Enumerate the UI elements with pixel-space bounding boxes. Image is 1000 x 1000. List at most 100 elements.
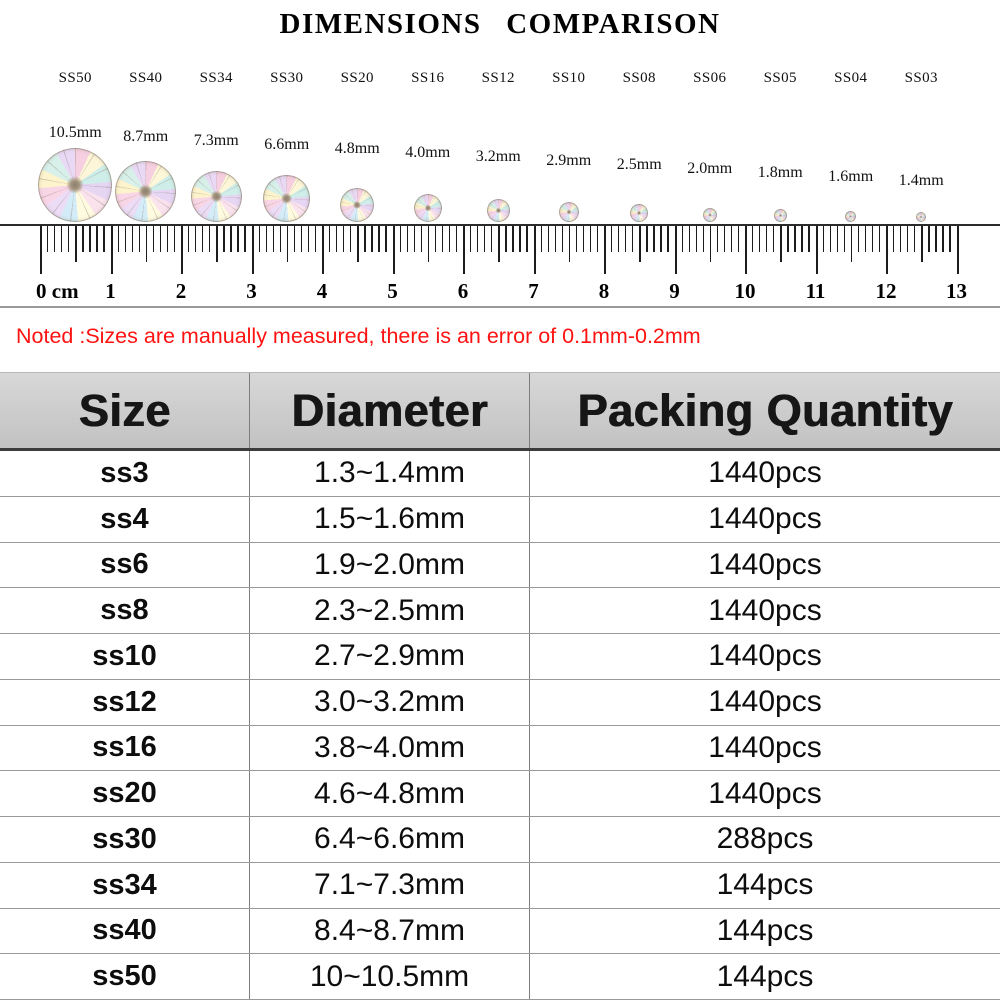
- ruler-tick: [385, 226, 387, 252]
- ruler-tick: [737, 226, 740, 252]
- rhinestone-ss20-icon: [340, 188, 375, 222]
- ruler-tick: [399, 226, 401, 252]
- ruler-tick: [75, 226, 77, 262]
- table-row: ss40 8.4~8.7mm 144pcs: [0, 908, 1000, 955]
- ruler-tick: [921, 226, 923, 262]
- ruler-tick: [441, 226, 444, 252]
- rhinestone-ss10-icon: [558, 201, 579, 222]
- ruler-tick: [470, 226, 472, 252]
- diameter-mm-label: 6.6mm: [264, 136, 310, 153]
- page-title: DIMENSIONS COMPARISON: [279, 8, 721, 40]
- ruler-tick: [463, 226, 465, 274]
- ruler-tick: [230, 226, 232, 252]
- ruler-tick: [582, 226, 585, 252]
- table-cell: 144pcs: [716, 959, 814, 993]
- table-row: ss16 3.8~4.0mm 1440pcs: [0, 725, 1000, 772]
- ruler-number: 9: [669, 279, 680, 303]
- rhinestone-ss05-icon: [773, 209, 787, 222]
- table-row: ss6 1.9~2.0mm 1440pcs: [0, 542, 1000, 589]
- table-cell: ss12: [0, 679, 250, 725]
- diameter-mm-label: 3.2mm: [475, 148, 521, 165]
- diameter-mm-label: 1.4mm: [898, 172, 944, 189]
- ruler-tick: [138, 226, 140, 252]
- size-code-label: SS10: [552, 70, 586, 86]
- ruler-tick: [836, 226, 838, 252]
- rhinestone-ss34-icon: [190, 170, 242, 222]
- ruler-number: 2: [175, 279, 187, 303]
- ruler-tick: [343, 226, 345, 252]
- ruler-number: 3: [246, 279, 257, 303]
- rhinestone-ss06-icon: [702, 207, 717, 222]
- ruler-tick: [505, 226, 507, 252]
- size-code-label: SS03: [904, 70, 938, 86]
- ruler-tick: [512, 226, 514, 252]
- ruler-tick: [117, 226, 119, 252]
- table-cell: ss6: [0, 542, 250, 588]
- ruler-tick: [103, 226, 105, 252]
- ruler-tick: [554, 226, 556, 252]
- ruler-tick: [322, 226, 324, 274]
- ruler-tick: [949, 226, 951, 252]
- column-header-diameter: Diameter: [250, 373, 530, 448]
- ruler-tick: [307, 226, 310, 252]
- ruler-tick: [702, 226, 704, 252]
- ruler-number: 10: [734, 279, 756, 303]
- rhinestone-ss08-icon: [630, 204, 649, 222]
- size-code-label: SS06: [693, 70, 727, 86]
- size-code-label: SS08: [622, 70, 656, 86]
- ruler-tick: [688, 226, 690, 252]
- ruler-tick: [491, 226, 493, 252]
- ruler-tick: [878, 226, 881, 252]
- ruler-tick: [787, 226, 789, 252]
- ruler-tick: [674, 226, 677, 274]
- column-header-packing-quantity: Packing Quantity: [577, 384, 953, 436]
- ruler-tick: [646, 226, 648, 252]
- table-cell: 7.1~7.3mm: [250, 862, 530, 908]
- table-row: ss3 1.3~1.4mm 1440pcs: [0, 451, 1000, 497]
- table-cell: 144pcs: [716, 868, 814, 902]
- ruler-tick: [829, 226, 831, 252]
- ruler-tick: [808, 226, 810, 252]
- table-cell: ss34: [0, 862, 250, 908]
- ruler-tick: [850, 226, 853, 262]
- ruler-tick: [336, 226, 338, 252]
- ruler-tick: [695, 226, 697, 252]
- table-cell: 1440pcs: [708, 456, 822, 490]
- ruler-tick: [484, 226, 486, 252]
- size-code-label: SS30: [270, 70, 304, 86]
- table-cell: ss10: [0, 634, 250, 679]
- rhinestone-ss40-icon: [115, 160, 177, 222]
- ruler-tick: [956, 226, 959, 274]
- ruler-tick: [131, 226, 133, 252]
- ruler-tick: [166, 226, 169, 252]
- ruler-tick: [618, 226, 620, 252]
- diameter-mm-label: 10.5mm: [48, 124, 102, 141]
- ruler-tick: [723, 226, 726, 252]
- ruler-tick: [124, 226, 126, 252]
- ruler-tick: [526, 226, 528, 252]
- rhinestone-ss16-icon: [413, 193, 442, 222]
- ruler-tick: [364, 226, 366, 252]
- ruler-tick: [773, 226, 775, 252]
- size-code-label: SS12: [481, 70, 515, 86]
- ruler-tick: [406, 226, 408, 252]
- rhinestone-ss03-icon: [916, 212, 927, 222]
- ruler-tick: [286, 226, 289, 262]
- table-row: ss30 6.4~6.6mm 288pcs: [0, 817, 1000, 863]
- ruler-tick: [709, 226, 712, 262]
- rhinestone-ss04-icon: [845, 210, 857, 222]
- ruler-tick: [759, 226, 761, 252]
- ruler-tick: [82, 226, 84, 252]
- table-cell: ss3: [0, 451, 250, 496]
- table-cell: 1.9~2.0mm: [250, 542, 530, 588]
- ruler-tick: [237, 226, 239, 252]
- ruler-tick: [279, 226, 281, 252]
- ruler-tick: [216, 226, 218, 262]
- ruler-tick: [110, 226, 113, 274]
- table-cell: ss50: [0, 954, 250, 999]
- ruler-tick: [89, 226, 91, 252]
- table-body: ss3 1.3~1.4mm 1440pcs ss4 1.5~1.6mm 1440pcs ss…: [0, 451, 1000, 1000]
- ruler-tick: [519, 226, 521, 252]
- ruler-tick: [653, 226, 655, 252]
